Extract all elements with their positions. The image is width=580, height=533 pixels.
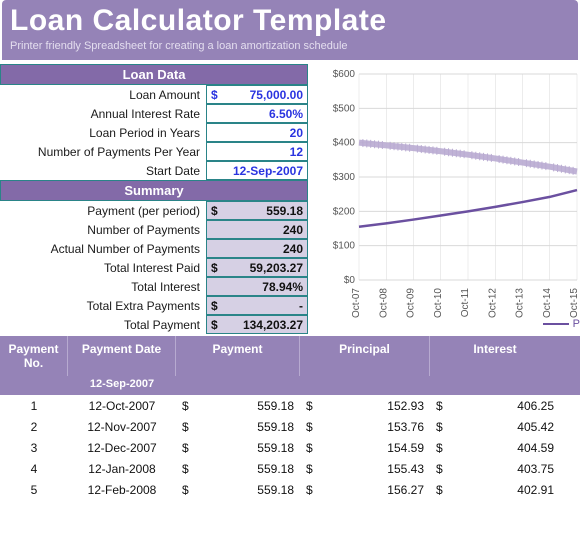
table-row[interactable]: 412-Jan-2008$559.18$155.43$403.75 xyxy=(0,458,580,479)
svg-text:Oct-09: Oct-09 xyxy=(406,288,417,318)
summary-cell: 78.94% xyxy=(206,277,308,296)
svg-text:Oct-08: Oct-08 xyxy=(378,288,389,318)
summary-row: Total Interest Paid$59,203.27 xyxy=(0,258,308,277)
svg-text:Oct-07: Oct-07 xyxy=(351,288,362,318)
field-label: Actual Number of Payments xyxy=(0,242,206,256)
table-header: Payment No. Payment Date Payment Princip… xyxy=(0,336,580,376)
page-subtitle: Printer friendly Spreadsheet for creatin… xyxy=(10,40,570,52)
field-label: Total Interest Paid xyxy=(0,261,206,275)
table-row[interactable]: 512-Feb-2008$559.18$156.27$402.91 xyxy=(0,479,580,500)
svg-text:$200: $200 xyxy=(333,206,356,217)
svg-text:Oct-12: Oct-12 xyxy=(487,288,498,318)
loan-data-header: Loan Data xyxy=(0,64,308,85)
loan-data-row: Loan Period in Years20 xyxy=(0,123,308,142)
svg-text:$0: $0 xyxy=(344,275,356,286)
field-label: Annual Interest Rate xyxy=(0,107,206,121)
svg-text:$400: $400 xyxy=(333,138,356,149)
svg-text:Oct-15: Oct-15 xyxy=(569,288,580,318)
col-header-int[interactable]: Interest xyxy=(430,336,560,376)
page-title: Loan Calculator Template xyxy=(10,4,570,38)
col-header-date[interactable]: Payment Date xyxy=(68,336,176,376)
summary-header: Summary xyxy=(0,180,308,201)
start-date-cell: 12-Sep-2007 xyxy=(68,376,176,395)
input-cell[interactable]: 20 xyxy=(206,123,308,142)
svg-text:Oct-11: Oct-11 xyxy=(460,288,471,318)
amortization-chart: $0 $100 $200 $300 $400 $500 $600 Oct-07 Oct-08 Oc… xyxy=(318,68,580,328)
field-label: Start Date xyxy=(0,164,206,178)
table-row[interactable]: 212-Nov-2007$559.18$153.76$405.42 xyxy=(0,416,580,437)
svg-text:$300: $300 xyxy=(333,172,356,183)
input-cell[interactable]: $75,000.00 xyxy=(206,85,308,104)
loan-data-rows: Loan Amount$75,000.00Annual Interest Rat… xyxy=(0,85,308,180)
summary-row: Total Interest78.94% xyxy=(0,277,308,296)
field-label: Total Payment xyxy=(0,318,206,332)
payment-table: Payment No. Payment Date Payment Princip… xyxy=(0,336,580,500)
loan-data-row: Start Date12-Sep-2007 xyxy=(0,161,308,180)
table-body: 112-Oct-2007$559.18$152.93$406.25212-Nov… xyxy=(0,395,580,500)
input-cell[interactable]: 6.50% xyxy=(206,104,308,123)
loan-data-row: Annual Interest Rate6.50% xyxy=(0,104,308,123)
chart-area: $0 $100 $200 $300 $400 $500 $600 Oct-07 Oct-08 Oc… xyxy=(312,64,580,334)
field-label: Total Interest xyxy=(0,280,206,294)
svg-text:$600: $600 xyxy=(333,69,356,80)
loan-data-row: Number of Payments Per Year12 xyxy=(0,142,308,161)
top-row: Loan Data Loan Amount$75,000.00Annual In… xyxy=(0,64,580,334)
summary-row: Actual Number of Payments240 xyxy=(0,239,308,258)
field-label: Number of Payments Per Year xyxy=(0,145,206,159)
summary-row: Payment (per period)$559.18 xyxy=(0,201,308,220)
input-cell[interactable]: 12-Sep-2007 xyxy=(206,161,308,180)
field-label: Number of Payments xyxy=(0,223,206,237)
table-subheader: 12-Sep-2007 xyxy=(0,376,580,395)
summary-row: Total Extra Payments$- xyxy=(0,296,308,315)
summary-cell: 240 xyxy=(206,239,308,258)
summary-cell: $559.18 xyxy=(206,201,308,220)
loan-data-row: Loan Amount$75,000.00 xyxy=(0,85,308,104)
svg-text:$500: $500 xyxy=(333,103,356,114)
summary-cell: $- xyxy=(206,296,308,315)
summary-cell: $134,203.27 xyxy=(206,315,308,334)
svg-text:Oct-14: Oct-14 xyxy=(542,288,553,318)
field-label: Total Extra Payments xyxy=(0,299,206,313)
svg-text:Oct-13: Oct-13 xyxy=(515,288,526,318)
field-label: Loan Period in Years xyxy=(0,126,206,140)
svg-text:Oct-10: Oct-10 xyxy=(433,288,444,318)
col-header-no[interactable]: Payment No. xyxy=(0,336,68,376)
table-row[interactable]: 112-Oct-2007$559.18$152.93$406.25 xyxy=(0,395,580,416)
field-label: Loan Amount xyxy=(0,88,206,102)
summary-row: Number of Payments240 xyxy=(0,220,308,239)
field-label: Payment (per period) xyxy=(0,204,206,218)
table-row[interactable]: 312-Dec-2007$559.18$154.59$404.59 xyxy=(0,437,580,458)
summary-cell: 240 xyxy=(206,220,308,239)
summary-cell: $59,203.27 xyxy=(206,258,308,277)
chart-legend: P xyxy=(543,318,580,330)
svg-text:$100: $100 xyxy=(333,241,356,252)
col-header-prin[interactable]: Principal xyxy=(300,336,430,376)
summary-row: Total Payment$134,203.27 xyxy=(0,315,308,334)
left-column: Loan Data Loan Amount$75,000.00Annual In… xyxy=(0,64,312,334)
summary-rows: Payment (per period)$559.18Number of Pay… xyxy=(0,201,308,334)
header: Loan Calculator Template Printer friendl… xyxy=(2,0,578,60)
col-header-pay[interactable]: Payment xyxy=(176,336,300,376)
input-cell[interactable]: 12 xyxy=(206,142,308,161)
